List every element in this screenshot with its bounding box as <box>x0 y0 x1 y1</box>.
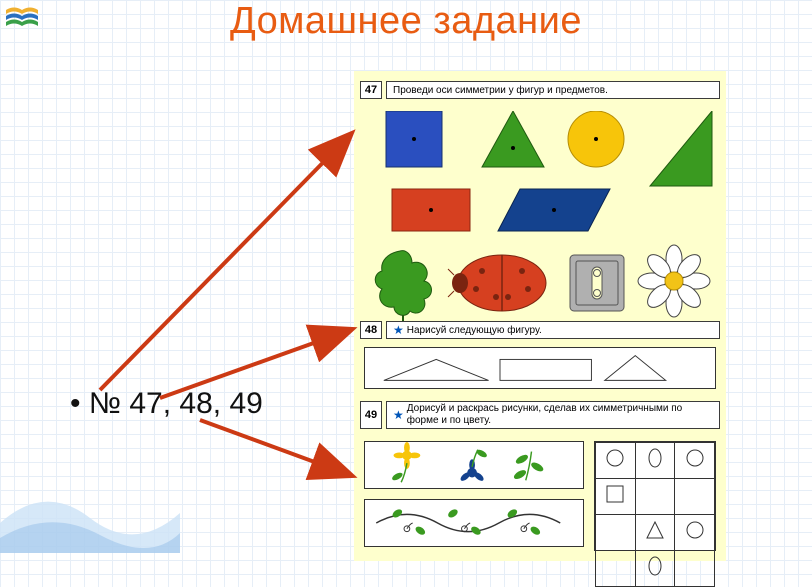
star-icon: ★ <box>393 323 404 337</box>
star-icon: ★ <box>393 408 404 422</box>
task-48-text: ★ Нарисуй следующую фигуру. <box>386 321 720 339</box>
page-title: Домашнее задание <box>0 0 812 43</box>
task-48-header: 48 ★ Нарисуй следующую фигуру. <box>360 321 720 339</box>
task-49-number: 49 <box>360 401 382 429</box>
task-49-label: Дорисуй и раскрась рисунки, сделав их си… <box>407 403 713 427</box>
task-49-text: ★ Дорисуй и раскрась рисунки, сделав их … <box>386 401 720 429</box>
task-49-row-2 <box>364 499 584 547</box>
task-48-label: Нарисуй следующую фигуру. <box>407 325 542 336</box>
task-47-number: 47 <box>360 81 382 99</box>
task-47-shapes <box>364 111 716 321</box>
task-48-box <box>364 347 716 389</box>
task-48-number: 48 <box>360 321 382 339</box>
task-49-grid <box>594 441 716 551</box>
wave-decoration <box>0 463 180 553</box>
textbook-page: 47 Проведи оси симметрии у фигур и предм… <box>354 71 726 561</box>
task-47-text: Проведи оси симметрии у фигур и предмето… <box>386 81 720 99</box>
task-49-row-1 <box>364 441 584 489</box>
task-49-header: 49 ★ Дорисуй и раскрась рисунки, сделав … <box>360 401 720 429</box>
task-numbers-text: № 47, 48, 49 <box>70 387 263 421</box>
task-47-header: 47 Проведи оси симметрии у фигур и предм… <box>360 81 720 99</box>
